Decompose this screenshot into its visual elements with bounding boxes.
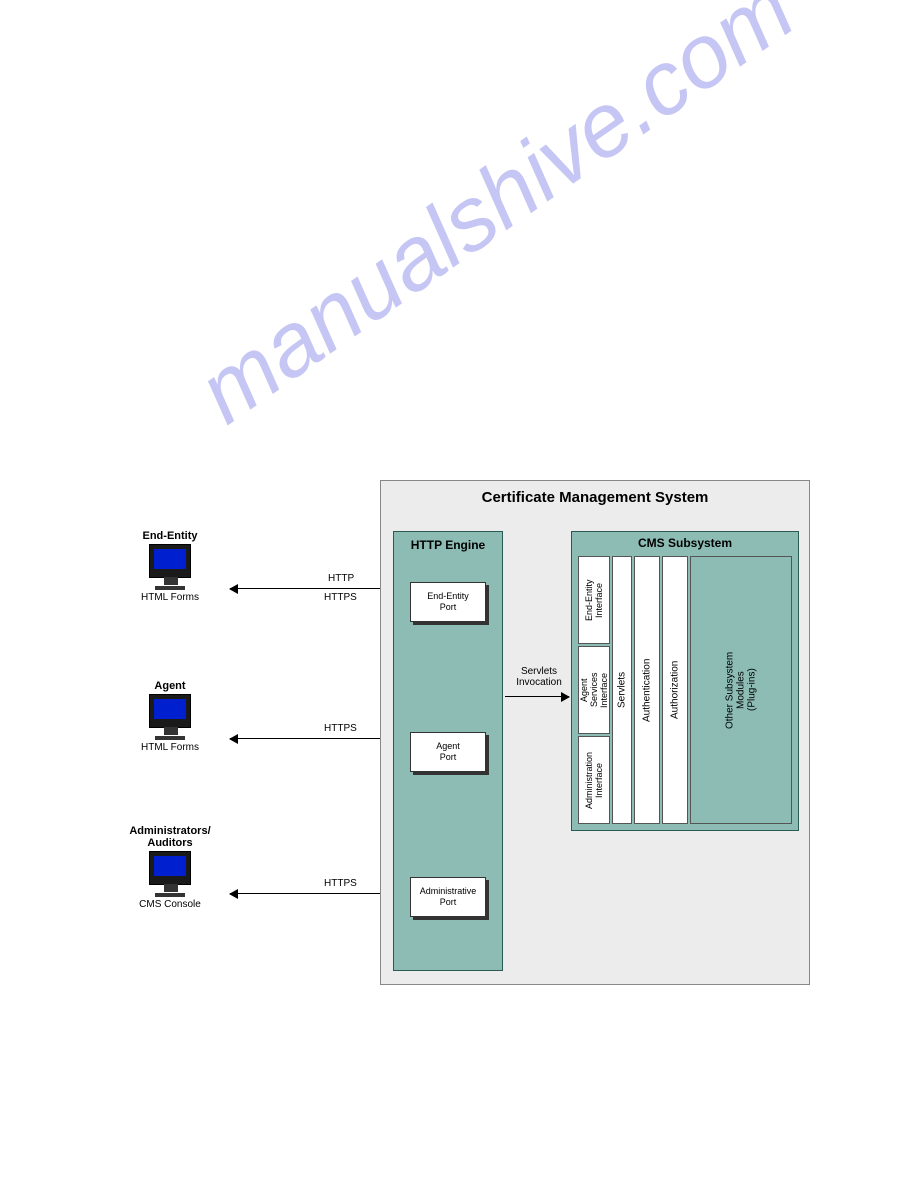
cms-subsystem-box: CMS Subsystem End-Entity Interface Agent… [571,531,799,831]
client-sub: HTML Forms [110,742,230,753]
servlets-label: Servlets Invocation [509,666,569,688]
client-sub: HTML Forms [110,592,230,603]
client-title: Administrators/ Auditors [110,825,230,849]
arrow-end-entity [230,588,390,589]
watermark-text: manualshive.com [180,0,813,444]
client-title: Agent [110,680,230,692]
cms-subsystem-title: CMS Subsystem [572,532,798,554]
architecture-diagram: End-Entity HTML Forms Agent HTML Forms A… [110,480,810,1010]
cms-subsystem-body: End-Entity Interface Agent Services Inte… [578,556,792,824]
col-servlets: Servlets [612,556,632,824]
port-agent: Agent Port [410,732,486,772]
client-title: End-Entity [110,530,230,542]
protocol-label: HTTP [328,573,354,584]
arrow-admin [230,893,390,894]
protocol-label: HTTPS [324,878,357,889]
cms-outer-title: Certificate Management System [381,489,809,506]
iface-agent: Agent Services Interface [578,646,610,734]
interface-column: End-Entity Interface Agent Services Inte… [578,556,610,824]
arrow-servlets [505,696,569,697]
protocol-label: HTTPS [324,723,357,734]
monitor-icon [149,544,191,578]
col-authentication: Authentication [634,556,660,824]
arrow-agent [230,738,390,739]
protocol-label: HTTPS [324,592,357,603]
port-admin: Administrative Port [410,877,486,917]
port-end-entity: End-Entity Port [410,582,486,622]
col-other-modules: Other Subsystem Modules (Plug-ins) [690,556,792,824]
client-agent: Agent HTML Forms [110,680,230,753]
client-end-entity: End-Entity HTML Forms [110,530,230,603]
iface-end-entity: End-Entity Interface [578,556,610,644]
monitor-icon [149,851,191,885]
client-admin: Administrators/ Auditors CMS Console [110,825,230,910]
http-engine-title: HTTP Engine [394,532,502,558]
http-engine-box: HTTP Engine End-Entity Port Agent Port A… [393,531,503,971]
client-sub: CMS Console [110,899,230,910]
cms-outer-box: Certificate Management System HTTP Engin… [380,480,810,985]
iface-admin: Administration Interface [578,736,610,824]
col-authorization: Authorization [662,556,688,824]
monitor-icon [149,694,191,728]
